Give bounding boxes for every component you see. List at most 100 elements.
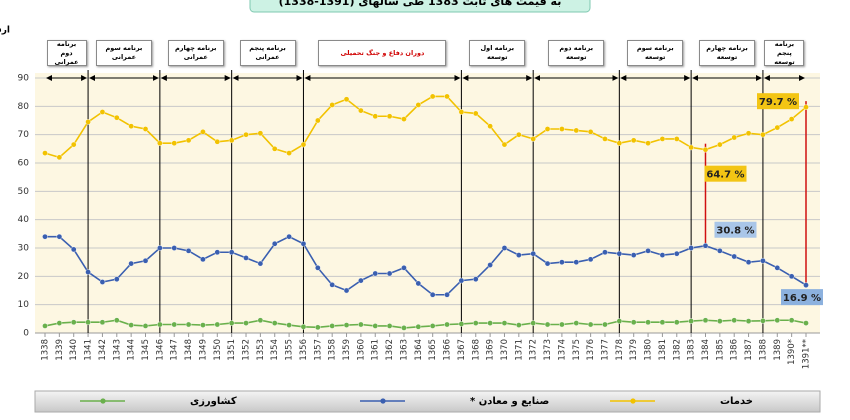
- data-point: [185, 137, 192, 144]
- data-point: [688, 144, 694, 151]
- data-point: [42, 233, 48, 240]
- data-point: [300, 323, 307, 330]
- x-tick-label: 1388: [758, 339, 768, 361]
- data-point: [788, 273, 795, 280]
- x-tick-label: 1353: [256, 339, 266, 361]
- data-point: [760, 131, 766, 138]
- x-tick-label: 1369: [486, 339, 496, 361]
- data-point: [343, 287, 350, 294]
- x-tick-label: 1387: [744, 339, 754, 361]
- x-tick-label: 1360: [356, 339, 366, 361]
- data-point: [271, 240, 278, 247]
- data-point: [702, 146, 709, 153]
- data-point: [745, 318, 752, 324]
- data-point: [271, 146, 278, 152]
- value-label: 16.9 %: [783, 293, 821, 304]
- y-tick-label: 60: [18, 159, 30, 169]
- x-tick-label: 1350: [213, 339, 223, 361]
- data-point: [228, 249, 235, 256]
- data-point: [56, 320, 63, 326]
- x-tick-label: 1364: [414, 339, 424, 361]
- data-point: [659, 252, 666, 258]
- data-point: [200, 322, 206, 328]
- data-point: [444, 291, 450, 298]
- data-point: [803, 320, 809, 326]
- data-point: [472, 110, 479, 117]
- legend-marker: [100, 398, 106, 404]
- data-point: [271, 320, 278, 326]
- x-tick-label: 1372: [529, 339, 539, 361]
- x-tick-label: 1378: [615, 339, 625, 361]
- data-point: [602, 321, 608, 328]
- data-point: [329, 102, 335, 108]
- data-point: [616, 140, 623, 146]
- data-point: [329, 323, 335, 329]
- data-point: [487, 320, 493, 326]
- data-point: [788, 116, 795, 122]
- period-label: برنامه پنجم عمرانی: [239, 40, 296, 66]
- data-point: [85, 269, 91, 275]
- data-point: [56, 154, 63, 161]
- data-point: [630, 319, 637, 326]
- x-tick-label: 1382: [672, 339, 682, 361]
- data-point: [286, 150, 292, 156]
- data-point: [113, 317, 120, 324]
- data-point: [286, 322, 292, 328]
- data-point: [142, 323, 149, 329]
- data-point: [803, 282, 809, 288]
- value-label-box: [704, 165, 747, 182]
- data-point: [731, 317, 738, 324]
- data-point: [587, 256, 594, 263]
- data-point: [200, 129, 206, 135]
- x-tick-label: 1368: [471, 339, 481, 361]
- data-point: [329, 282, 335, 288]
- title-banner: [249, 0, 591, 13]
- data-point: [429, 291, 436, 298]
- x-tick-label: 1339: [55, 339, 65, 361]
- data-point: [573, 127, 580, 134]
- data-point: [42, 150, 48, 156]
- x-tick-label: 1375: [572, 339, 582, 361]
- data-point: [171, 321, 178, 328]
- y-tick-label: 20: [18, 272, 30, 282]
- data-point: [760, 257, 766, 264]
- x-tick-label: 1374: [557, 339, 567, 361]
- data-point: [429, 323, 436, 329]
- data-point: [415, 102, 422, 108]
- data-point: [673, 319, 680, 326]
- data-point: [243, 320, 249, 326]
- y-tick-label: 40: [18, 215, 30, 225]
- data-point: [587, 129, 594, 135]
- data-point: [214, 249, 221, 256]
- data-point: [415, 280, 422, 287]
- data-point: [501, 320, 508, 326]
- x-tick-label: 1349: [198, 339, 208, 361]
- y-tick-label: 10: [18, 300, 30, 310]
- value-label-box: [757, 93, 799, 110]
- x-tick-label: 1344: [127, 339, 137, 361]
- data-point: [401, 265, 407, 271]
- data-point: [516, 252, 522, 258]
- x-tick-label: 1356: [299, 339, 309, 361]
- plot-area: [35, 73, 820, 333]
- x-tick-label: 1391**: [802, 339, 812, 369]
- data-point: [544, 126, 551, 132]
- data-point: [243, 131, 249, 138]
- data-point: [70, 141, 77, 148]
- data-point: [774, 317, 781, 324]
- data-point: [717, 318, 723, 324]
- y-tick-label: 50: [18, 187, 30, 197]
- data-point: [142, 257, 149, 264]
- data-point: [688, 318, 694, 324]
- data-point: [429, 93, 436, 100]
- data-point: [702, 242, 709, 249]
- data-point: [99, 109, 106, 115]
- data-point: [358, 277, 364, 284]
- data-point: [315, 265, 321, 271]
- x-tick-label: 1338: [41, 339, 51, 361]
- data-point: [372, 270, 379, 277]
- data-point: [659, 319, 666, 326]
- data-point: [99, 279, 106, 285]
- data-point: [142, 126, 149, 132]
